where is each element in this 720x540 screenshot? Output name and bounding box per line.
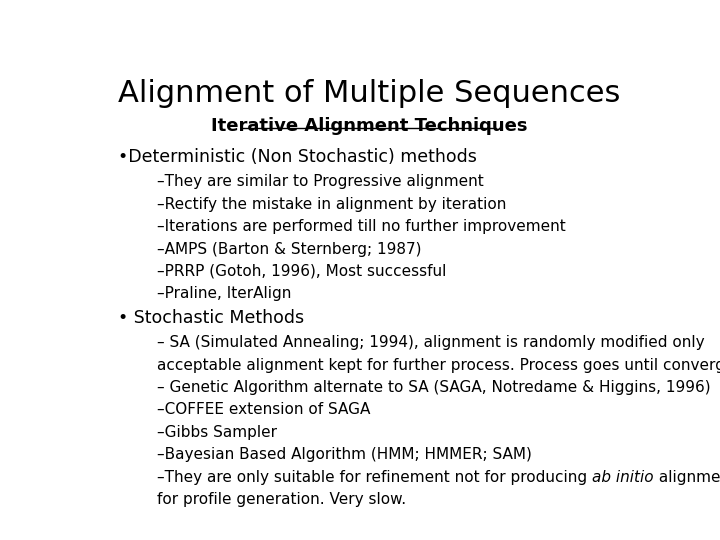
Text: –Gibbs Sampler: –Gibbs Sampler xyxy=(157,425,277,440)
Text: Iterative Alignment Techniques: Iterative Alignment Techniques xyxy=(211,117,527,135)
Text: alignment. Good: alignment. Good xyxy=(654,470,720,485)
Text: Alignment of Multiple Sequences: Alignment of Multiple Sequences xyxy=(118,79,620,109)
Text: – SA (Simulated Annealing; 1994), alignment is randomly modified only: – SA (Simulated Annealing; 1994), alignm… xyxy=(157,335,705,350)
Text: for profile generation. Very slow.: for profile generation. Very slow. xyxy=(157,492,406,507)
Text: •Deterministic (Non Stochastic) methods: •Deterministic (Non Stochastic) methods xyxy=(118,148,477,166)
Text: –AMPS (Barton & Sternberg; 1987): –AMPS (Barton & Sternberg; 1987) xyxy=(157,241,421,256)
Text: • Stochastic Methods: • Stochastic Methods xyxy=(118,309,304,327)
Text: –Praline, IterAlign: –Praline, IterAlign xyxy=(157,286,292,301)
Text: –COFFEE extension of SAGA: –COFFEE extension of SAGA xyxy=(157,402,370,417)
Text: –Bayesian Based Algorithm (HMM; HMMER; SAM): –Bayesian Based Algorithm (HMM; HMMER; S… xyxy=(157,447,532,462)
Text: –PRRP (Gotoh, 1996), Most successful: –PRRP (Gotoh, 1996), Most successful xyxy=(157,264,446,279)
Text: acceptable alignment kept for further process. Process goes until converged: acceptable alignment kept for further pr… xyxy=(157,357,720,373)
Text: –They are similar to Progressive alignment: –They are similar to Progressive alignme… xyxy=(157,174,484,189)
Text: – Genetic Algorithm alternate to SA (SAGA, Notredame & Higgins, 1996): – Genetic Algorithm alternate to SA (SAG… xyxy=(157,380,711,395)
Text: –They are only suitable for refinement not for producing: –They are only suitable for refinement n… xyxy=(157,470,592,485)
Text: ab initio: ab initio xyxy=(592,470,654,485)
Text: –Iterations are performed till no further improvement: –Iterations are performed till no furthe… xyxy=(157,219,566,234)
Text: –Rectify the mistake in alignment by iteration: –Rectify the mistake in alignment by ite… xyxy=(157,197,506,212)
